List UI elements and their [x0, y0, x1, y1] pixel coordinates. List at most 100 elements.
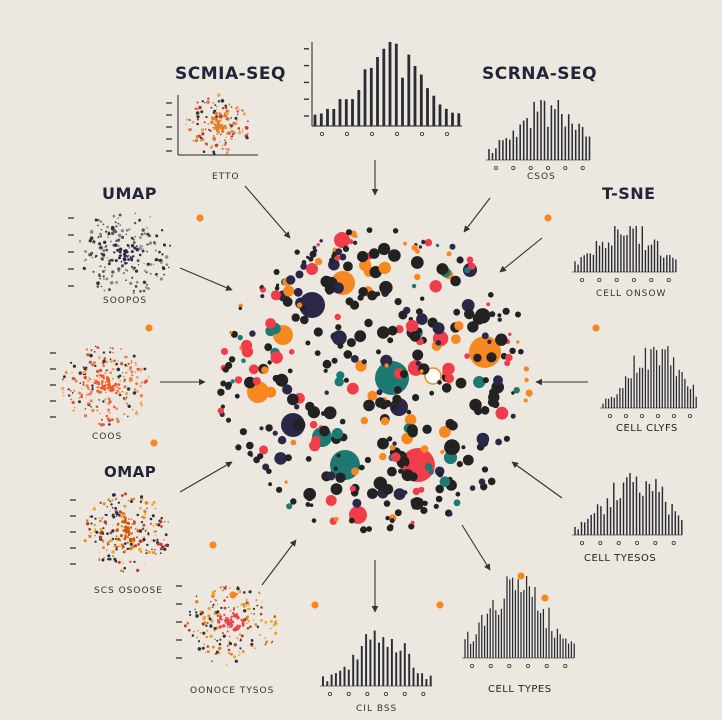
cell-dot — [309, 250, 317, 258]
scatter-point — [84, 260, 86, 262]
label-cell-onsow: CELL ONSOW — [596, 289, 667, 299]
scatter-point — [160, 261, 163, 264]
label-umap: UMAP — [102, 184, 158, 203]
scatter-point — [215, 124, 218, 127]
scatter-point — [101, 558, 105, 562]
cell-dot — [288, 349, 295, 355]
cell-dot — [509, 347, 516, 354]
scatter-point — [131, 276, 134, 279]
scatter-point — [212, 137, 216, 141]
cell-dot — [391, 452, 401, 462]
scatter-point — [147, 376, 150, 378]
scatter-point — [107, 402, 110, 405]
cell-dot — [435, 495, 443, 503]
cell-dot — [456, 461, 463, 468]
scatter-point — [141, 245, 144, 248]
scatter-point — [99, 527, 103, 532]
cell-dot — [267, 360, 272, 365]
tick-mark — [608, 413, 613, 418]
scatter-point — [132, 255, 135, 258]
scatter-point — [236, 624, 239, 626]
scatter-point — [149, 522, 152, 525]
label-csos: CSOS — [527, 172, 556, 182]
scatter-point — [102, 364, 105, 368]
scatter-point — [238, 130, 241, 132]
scatter-point — [149, 263, 153, 266]
scatter-point — [118, 256, 121, 260]
scatter-point — [127, 499, 130, 502]
floating-dot — [541, 594, 549, 602]
scatter-point — [92, 361, 96, 365]
scatter-point — [230, 617, 232, 620]
cell-dot — [386, 524, 394, 532]
cell-dot — [497, 313, 502, 318]
cell-dot — [335, 248, 343, 256]
scatter-point — [111, 506, 114, 509]
scatter-point — [125, 233, 128, 235]
scatter-point — [155, 272, 158, 276]
scatter-point — [195, 600, 199, 604]
scatter-point — [96, 386, 100, 389]
scatter-point — [254, 623, 258, 626]
cell-dot — [339, 418, 346, 425]
scatter-point — [139, 290, 142, 293]
scatter-point — [99, 412, 101, 414]
scatter-point — [167, 521, 170, 523]
scatter-point — [238, 633, 242, 636]
scatter-point — [202, 150, 206, 153]
scatter-point — [130, 362, 133, 364]
cell-dot — [389, 444, 396, 451]
scatter-point — [113, 251, 116, 254]
tick-mark — [488, 664, 493, 669]
cell-dot — [235, 444, 242, 451]
scatter-point — [105, 369, 108, 372]
cell-dot — [493, 375, 503, 386]
scatter-point — [125, 396, 128, 399]
floating-dots — [145, 214, 600, 609]
cell-dot — [487, 339, 492, 344]
cell-dot — [325, 288, 333, 295]
scatter-point — [196, 118, 200, 121]
scatter-point — [208, 617, 212, 621]
cell-dot — [406, 409, 412, 415]
scatter-point — [143, 262, 145, 265]
scatter-point — [254, 647, 257, 650]
tick-mark — [421, 692, 426, 697]
scatter-point — [129, 546, 133, 551]
scatter-point — [129, 281, 133, 285]
scatter-point — [105, 414, 109, 418]
scatter-point — [201, 100, 204, 103]
cell-dot — [226, 417, 231, 423]
tick-mark — [369, 131, 374, 136]
scatter-point — [82, 370, 87, 375]
cell-dot — [253, 456, 260, 464]
scatter-point — [123, 537, 127, 541]
scatter-point — [132, 354, 136, 358]
scatter-point — [120, 250, 122, 252]
scatter-point — [104, 398, 107, 401]
scatter-point — [127, 530, 131, 534]
scatter-point — [212, 152, 216, 155]
tick-mark — [688, 413, 693, 418]
scatter-point — [106, 532, 109, 535]
scatter-point — [218, 642, 222, 646]
label-scs-osoose: SCS OSOOSE — [94, 586, 163, 596]
scatter-point — [143, 562, 145, 564]
scatter-point — [97, 224, 99, 227]
cell-dot — [265, 325, 276, 337]
tick-mark — [649, 277, 654, 282]
tick-mark — [672, 413, 677, 418]
scatter-point — [64, 371, 68, 374]
scatter-point — [117, 360, 120, 362]
cell-dot — [453, 308, 461, 316]
histogram-cell-types — [462, 576, 575, 669]
scatter-point — [74, 377, 77, 380]
cell-dot — [468, 262, 476, 270]
cell-dot — [412, 394, 420, 402]
scatter-point — [99, 501, 102, 504]
scatter-point — [63, 375, 66, 379]
scatter-point — [101, 517, 104, 519]
scatter-point — [225, 111, 229, 116]
scatter-point — [191, 634, 195, 637]
